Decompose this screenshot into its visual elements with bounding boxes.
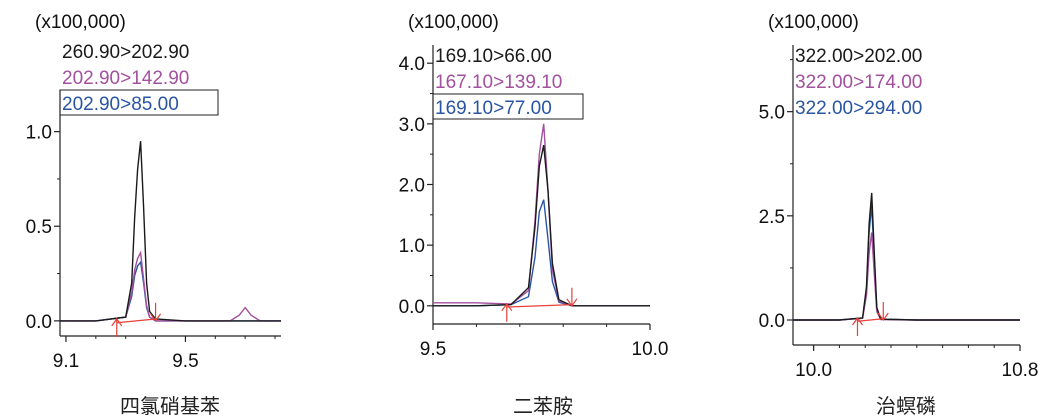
y-tick-label: 0.0 bbox=[759, 311, 785, 332]
y-tick-label: 0.0 bbox=[26, 312, 52, 333]
integration-baseline bbox=[506, 303, 572, 308]
y-tick-label: 3.0 bbox=[399, 115, 425, 136]
legend-entry: 202.90>85.00 bbox=[62, 94, 179, 115]
peak-end-arrow bbox=[566, 287, 578, 307]
series-line bbox=[60, 141, 281, 322]
legend-highlight-box bbox=[432, 93, 584, 120]
y-tick-label: 5.0 bbox=[759, 103, 785, 124]
x-tick-label: 9.5 bbox=[172, 351, 198, 372]
scale-label: (x100,000) bbox=[35, 12, 126, 33]
chromatogram-panel-3: 0.0 2.5 5.0 10.0 10.8 (x100,000) 322.00>202.00… bbox=[759, 12, 1039, 418]
legend-highlight-box bbox=[59, 89, 219, 116]
legend-entry: 322.00>202.00 bbox=[795, 46, 922, 67]
y-tick-label: 1.0 bbox=[26, 123, 52, 144]
peak-start-arrow bbox=[111, 317, 123, 337]
y-tick-label: 2.5 bbox=[759, 207, 785, 228]
peak-start-arrow bbox=[852, 316, 863, 336]
peak-end-arrow bbox=[150, 302, 162, 322]
chromatogram-panel-2: 0.0 1.0 2.0 3.0 4.0 9.5 10.0 (x100,000) 169.10>6… bbox=[399, 12, 669, 418]
chromatogram-panel-1: 0.0 0.5 1.0 9.1 9.5 (x100,000) 260.90>202.90 20… bbox=[26, 12, 281, 418]
compound-title: 治螟磷 bbox=[876, 394, 936, 418]
legend-entry: 202.90>142.90 bbox=[62, 68, 189, 89]
compound-title: 四氯硝基苯 bbox=[120, 394, 220, 418]
x-tick-label: 10.0 bbox=[632, 339, 669, 360]
x-tick-label: 9.1 bbox=[53, 351, 79, 372]
x-tick-label: 10.0 bbox=[795, 360, 832, 381]
series-line bbox=[793, 232, 1020, 321]
series-line bbox=[793, 192, 1020, 321]
legend-entry: 260.90>202.90 bbox=[62, 42, 189, 63]
integration-baseline bbox=[857, 318, 884, 322]
integration-baseline bbox=[116, 318, 156, 324]
legend-entry: 322.00>174.00 bbox=[795, 72, 922, 93]
legend-entry: 169.10>77.00 bbox=[435, 98, 552, 119]
series-line bbox=[60, 250, 281, 322]
series-line bbox=[433, 144, 650, 307]
peak-end-arrow bbox=[877, 302, 889, 322]
y-tick-label: 2.0 bbox=[399, 176, 425, 197]
legend-entry: 322.00>294.00 bbox=[795, 98, 922, 119]
y-tick-label: 4.0 bbox=[399, 54, 425, 75]
y-tick-label: 1.0 bbox=[399, 236, 425, 257]
x-tick-label: 9.5 bbox=[420, 339, 446, 360]
series-line bbox=[433, 123, 650, 307]
series-line bbox=[433, 199, 650, 307]
x-tick-label: 10.8 bbox=[1002, 360, 1039, 381]
scale-label: (x100,000) bbox=[408, 12, 499, 33]
legend-entry: 167.10>139.10 bbox=[435, 72, 562, 93]
y-tick-label: 0.5 bbox=[26, 217, 52, 238]
scale-label: (x100,000) bbox=[768, 12, 859, 33]
compound-title: 二苯胺 bbox=[513, 394, 573, 418]
legend-entry: 169.10>66.00 bbox=[435, 46, 552, 67]
peak-start-arrow bbox=[501, 302, 513, 322]
y-tick-label: 0.0 bbox=[399, 297, 425, 318]
series-line bbox=[793, 205, 1020, 321]
